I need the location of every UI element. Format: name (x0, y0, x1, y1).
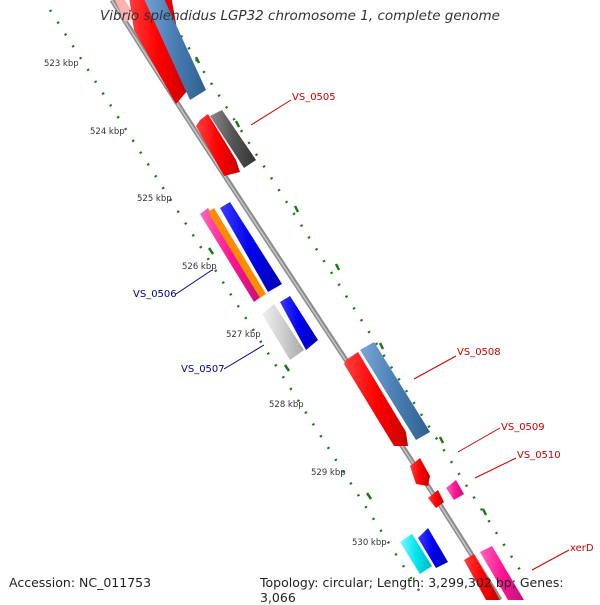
gene-magenta-xerd (480, 546, 524, 600)
gene-pink-top-left (115, 0, 135, 22)
gene-label-vs0509[interactable]: VS_0509 (501, 422, 545, 433)
gene-steelblue-top (144, 0, 206, 100)
tick-label: 523 kbp (44, 59, 79, 69)
gene-red-vs0510 (428, 490, 444, 508)
tick-label: 525 kbp (137, 194, 172, 204)
genome-summary-text: Topology: circular; Length: 3,299,302 bp… (260, 575, 564, 605)
gene-steelblue-vs0508 (360, 342, 430, 440)
chromosome-backbone-highlight (110, 0, 500, 600)
gene-blue-vs0506 (220, 202, 282, 292)
tick-label: 530 kbp (352, 538, 387, 548)
tick-label: 527 kbp (226, 330, 261, 340)
label-leaders (175, 99, 570, 571)
tick-label: 526 kbp (182, 262, 217, 272)
gene-red-vs0505 (196, 114, 240, 176)
tick-scale-dotted-inner (48, 9, 427, 600)
gene-blue-bottom (418, 528, 448, 568)
gene-label-vs0510[interactable]: VS_0510 (517, 450, 561, 461)
gene-label-vs0506[interactable]: VS_0506 (133, 289, 177, 300)
map-title: Vibrio splendidus LGP32 chromosome 1, co… (100, 8, 500, 24)
gene-label-vs0507[interactable]: VS_0507 (181, 364, 225, 375)
gene-lightgray-vs0507 (262, 304, 304, 360)
gene-label-vs0505[interactable]: VS_0505 (292, 92, 336, 103)
gene-label-vs0508[interactable]: VS_0508 (457, 347, 501, 358)
gene-red-vs0509 (410, 458, 430, 486)
gene-blue-vs0507 (280, 296, 318, 350)
tick-scale-dotted-outer (164, 11, 522, 571)
tick-label: 524 kbp (90, 127, 125, 137)
tick-labels: 523 kbp 524 kbp 525 kbp 526 kbp 527 kbp … (44, 59, 387, 548)
gene-labels: VS_0505 VS_0506 VS_0507 VS_0508 VS_0509 … (133, 92, 594, 554)
gene-red-xerd (464, 554, 500, 600)
gene-magenta-vs0510 (446, 480, 464, 500)
gene-red-vs0508 (344, 352, 408, 446)
gene-cyan-bottom (400, 534, 432, 574)
gene-magenta-vs0506 (200, 208, 262, 302)
gene-orange-vs0506 (208, 208, 266, 298)
accession-text: Accession: NC_011753 (9, 575, 152, 590)
tick-label: 528 kbp (269, 400, 304, 410)
tick-label: 529 kbp (311, 468, 346, 478)
major-ticks (194, 56, 488, 516)
gene-gray-vs0505 (210, 110, 256, 168)
gene-label-xerd[interactable]: xerD (570, 543, 594, 554)
